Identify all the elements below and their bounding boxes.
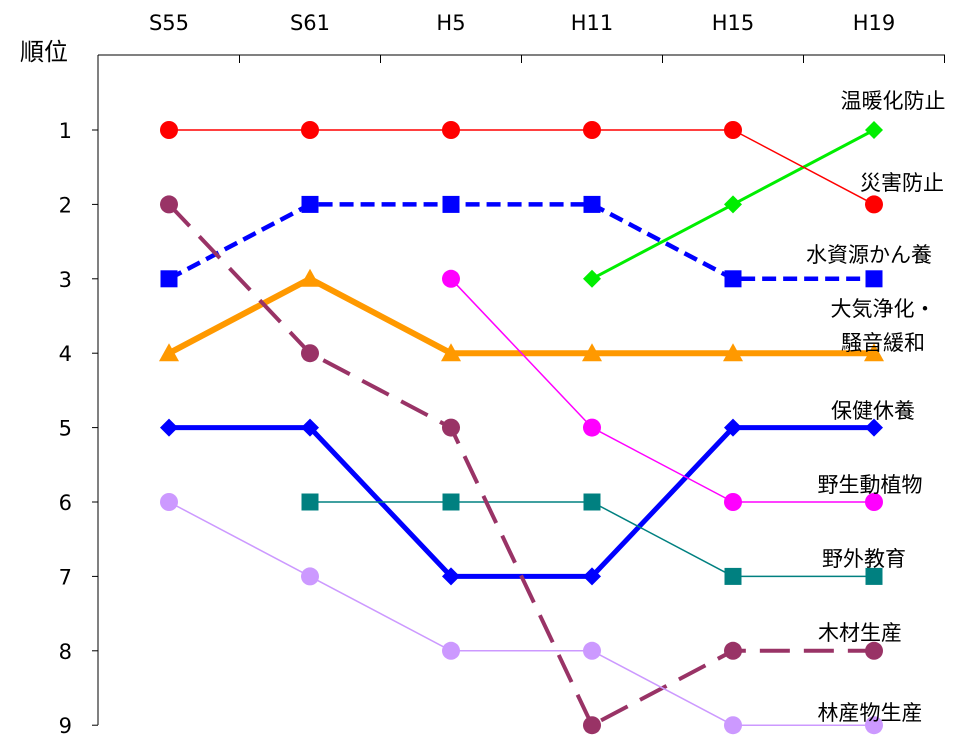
data-point [160,121,178,139]
y-tick-label: 9 [59,714,72,737]
series-line [310,501,874,578]
series-label: 木材生産 [818,621,902,645]
data-point [583,121,601,139]
data-point [160,270,178,288]
data-point [442,493,460,511]
data-point [865,195,883,214]
data-point [301,493,319,511]
data-point [301,195,319,213]
data-point [160,493,178,511]
data-point [160,195,178,214]
y-tick-label: 6 [59,491,72,515]
data-point [583,493,601,511]
data-point [583,418,601,437]
x-tick-label: H19 [853,11,896,35]
data-point [583,567,601,586]
data-point [723,343,743,362]
data-point [159,343,179,362]
data-point [301,567,319,586]
y-tick-label: 8 [59,640,72,664]
series-7 [301,493,883,585]
x-tick-label: S61 [290,11,330,35]
x-tick-label: H5 [436,11,465,35]
data-point [865,270,883,288]
data-point [864,343,884,362]
series-label: 保健休養 [831,399,915,423]
x-tick-label: H15 [712,11,755,35]
data-point [301,418,319,437]
data-point [724,567,742,585]
data-point [865,121,883,139]
series-label: 水資源かん養 [806,243,932,267]
data-point [582,343,602,362]
data-point [865,418,883,437]
data-point [442,418,460,437]
data-point [301,121,319,139]
series-9 [160,493,883,735]
axes: S55 S61 H5 H11 H15 H19 1 2 3 4 5 6 7 8 9 [59,11,945,737]
data-point [724,716,742,735]
data-point [300,268,320,287]
series-label: 林産物生産 [818,701,923,725]
data-point [583,269,601,288]
series-6 [442,269,883,511]
series-label: 騒音緩和 [841,331,925,355]
series-1 [583,121,883,288]
series-3 [160,195,883,288]
data-point [583,195,601,213]
series-4 [159,268,884,362]
y-tick-label: 7 [59,565,72,589]
x-tick-label: H11 [571,11,614,35]
data-point [724,641,742,660]
data-point [442,567,460,586]
data-point [583,716,601,735]
series-line [167,202,874,282]
data-point [865,716,883,735]
series-line [168,501,874,726]
data-point [724,418,742,437]
data-point [442,641,460,660]
data-point [724,195,742,214]
data-point [724,270,742,288]
y-axis-label: 順位 [20,38,68,66]
data-point [160,418,178,437]
series-label: 野外教育 [822,547,906,571]
data-point [441,343,461,362]
y-tick-label: 2 [59,193,72,217]
series-line [450,278,874,503]
series-8 [160,195,883,735]
y-tick-label: 4 [59,342,72,366]
series-line [167,203,874,728]
data-point [724,493,742,511]
series-2 [160,121,883,214]
data-point [442,121,460,139]
data-point [301,344,319,363]
series-layer [159,121,884,735]
series-label: 温暖化防止 [841,89,946,113]
data-point [583,641,601,660]
series-line [169,129,875,206]
y-tick-label: 5 [59,417,72,441]
data-point [442,269,460,288]
data-point [865,493,883,511]
y-tick-label: 3 [59,268,72,292]
series-labels: 温暖化防止災害防止水資源かん養大気浄化・騒音緩和保健休養野生動植物野外教育木材生… [806,89,946,725]
data-point [442,195,460,213]
series-label: 大気浄化・ [831,297,936,321]
data-point [865,641,883,660]
data-point [865,567,883,585]
data-point [724,121,742,139]
series-label: 災害防止 [860,171,944,195]
y-tick-label: 1 [59,119,72,143]
series-label: 野生動植物 [818,473,923,497]
x-tick-label: S55 [149,11,189,35]
